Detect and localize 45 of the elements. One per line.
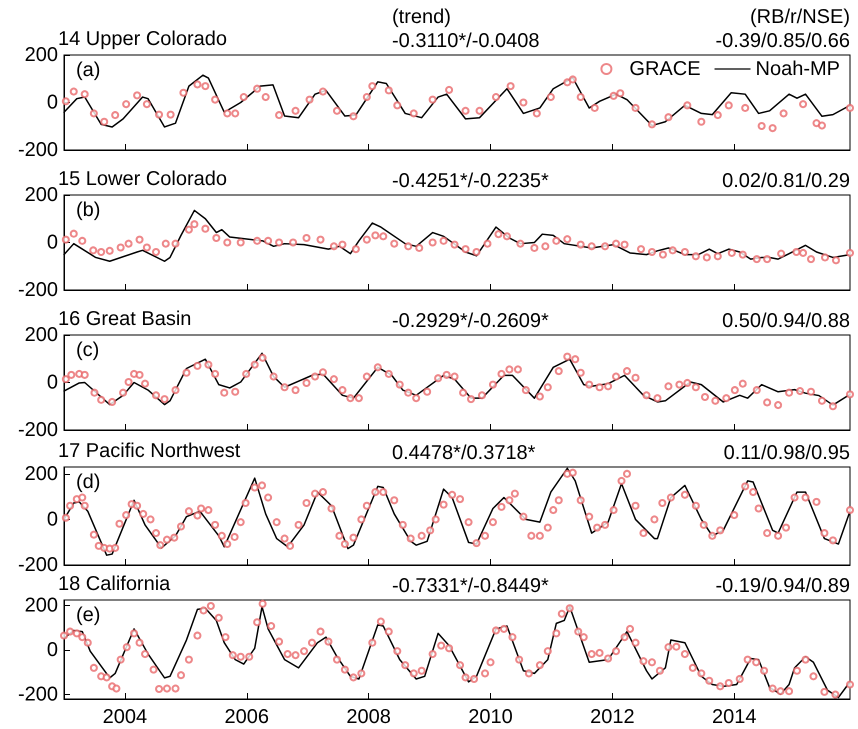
text: -0.3110*/-0.0408 — [392, 30, 540, 52]
annotation: (c) — [76, 339, 100, 361]
legend-label: Noah-MP — [756, 58, 840, 80]
y-tick-label: 200 — [24, 324, 58, 346]
text: 0.11/0.98/0.95 — [724, 442, 850, 464]
text: -0.7331*/-0.8449* — [392, 575, 550, 597]
text: -0.2929*/-0.2609* — [392, 310, 550, 332]
x-tick-label: 2004 — [102, 706, 148, 728]
y-tick-label: -200 — [18, 139, 58, 161]
chart-title: 14 Upper Colorado — [58, 28, 227, 50]
chart-title: 16 Great Basin — [58, 308, 192, 330]
x-tick-label: 2014 — [712, 706, 756, 728]
legend-label: GRACE — [629, 58, 701, 80]
y-tick-label: 200 — [24, 462, 58, 485]
x-tick-label: 2008 — [346, 706, 391, 728]
y-tick-label: 0 — [46, 92, 58, 114]
text: (RB/r/NSE) — [750, 6, 850, 28]
y-tick-label: 200 — [24, 44, 58, 66]
x-tick-label: 2010 — [468, 706, 513, 728]
y-tick-label: 0 — [46, 372, 58, 394]
text: 0.4478*/0.3718* — [392, 442, 536, 464]
annotation: (e) — [76, 604, 100, 626]
chart-title: 17 Pacific Northwest — [58, 440, 241, 462]
y-tick-label: 0 — [46, 639, 58, 662]
y-tick-label: 0 — [46, 508, 58, 530]
annotation: (b) — [76, 199, 100, 221]
chart-title: 15 Lower Colorado — [58, 168, 227, 190]
text: -0.19/0.94/0.89 — [715, 575, 850, 597]
y-tick-label: -200 — [18, 419, 58, 441]
annotation: (d) — [76, 471, 100, 493]
y-tick-label: 200 — [24, 184, 58, 206]
chart-title: 18 California — [58, 573, 172, 595]
y-tick-label: 0 — [46, 232, 58, 254]
text: -0.39/0.85/0.66 — [715, 30, 850, 52]
annotation: (a) — [76, 59, 100, 81]
y-tick-label: -200 — [18, 554, 58, 576]
text: 0.50/0.94/0.88 — [722, 310, 850, 332]
x-tick-label: 2006 — [224, 706, 270, 728]
x-tick-label: 2012 — [590, 706, 635, 728]
y-tick-label: -200 — [18, 684, 58, 706]
text: -0.4251*/-0.2235* — [392, 170, 550, 192]
y-tick-label: 200 — [24, 594, 58, 617]
text: 0.02/0.81/0.29 — [722, 170, 850, 192]
text: (trend) — [392, 6, 451, 28]
y-tick-label: -200 — [18, 279, 58, 301]
